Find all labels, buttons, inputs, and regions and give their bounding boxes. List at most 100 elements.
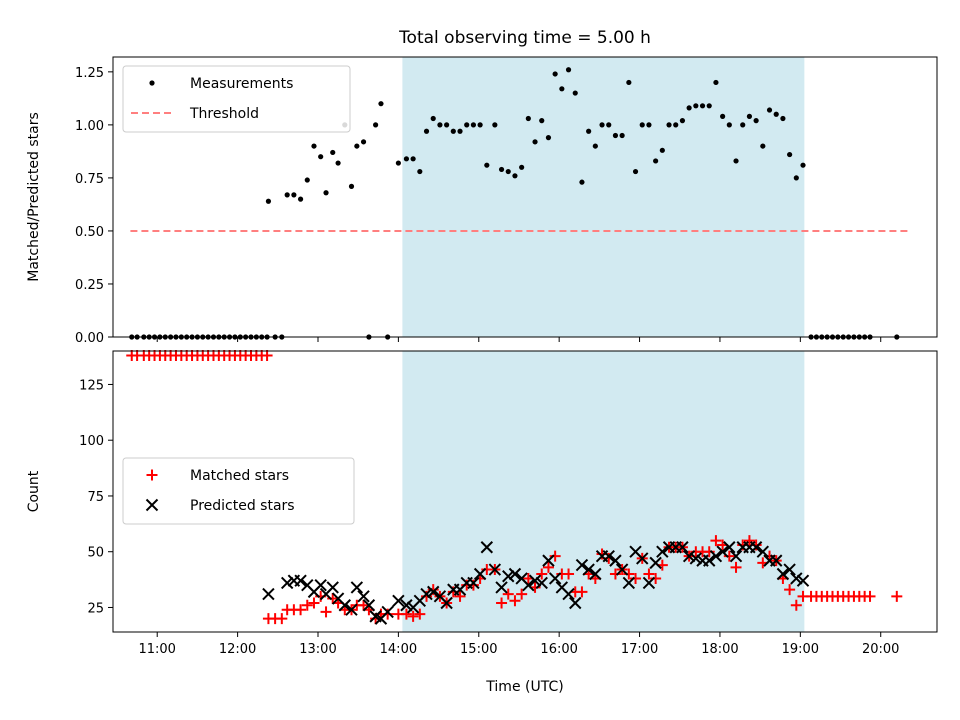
point-dot-series1 <box>354 143 360 149</box>
point-dot-series1 <box>464 122 470 128</box>
point-plus-series1 <box>407 610 419 622</box>
point-dot-series1 <box>646 122 652 128</box>
point-x-series2-glyph <box>729 549 743 563</box>
point-plus-series1-glyph <box>536 568 548 580</box>
point-x-series2-glyph <box>508 567 522 581</box>
point-x-series2 <box>262 587 275 601</box>
point-x-series2 <box>749 541 763 554</box>
observing-window <box>402 351 805 632</box>
point-dot-series1 <box>780 115 786 122</box>
point-dot-series1 <box>348 183 355 189</box>
point-x-series2-glyph <box>689 552 703 565</box>
y-tick-label: 100 <box>79 434 104 449</box>
point-dot-series1 <box>713 79 719 86</box>
point-dot-series1 <box>470 122 477 128</box>
point-x-series2-glyph <box>362 599 376 612</box>
point-dot-series1 <box>632 168 639 175</box>
legend-entry-label: Threshold <box>189 106 259 122</box>
point-x-series2 <box>350 581 364 594</box>
point-x-series2 <box>294 574 307 587</box>
point-dot-series1 <box>423 128 430 134</box>
point-dot-series1 <box>552 71 558 77</box>
point-dot-series1 <box>746 113 753 119</box>
y-tick-label: 1.00 <box>75 119 104 134</box>
point-plus-series1-glyph <box>421 590 433 602</box>
x-tick-label: 17:00 <box>621 642 658 657</box>
point-plus-series1-glyph <box>864 590 876 602</box>
point-x-series2-glyph <box>575 558 589 572</box>
y-tick-label: 125 <box>79 378 104 393</box>
point-x-series2 <box>420 587 433 601</box>
point-x-series2 <box>440 596 453 610</box>
legend-plus-swatch-glyph <box>146 469 158 481</box>
point-plus-series1 <box>382 608 394 620</box>
point-dot-series1 <box>726 122 732 128</box>
point-x-series2-glyph <box>703 554 716 567</box>
point-x-series2-glyph <box>522 578 535 592</box>
point-dot-series1 <box>457 128 463 134</box>
point-dot-series1 <box>297 196 304 202</box>
y-tick-label: 1.25 <box>75 66 104 81</box>
point-dot-series1 <box>559 86 565 92</box>
point-x-series2 <box>502 570 515 583</box>
point-plus-series1-glyph <box>623 568 635 580</box>
point-dot-series1 <box>519 164 525 170</box>
point-x-series2 <box>381 605 394 619</box>
point-x-series2 <box>796 574 810 587</box>
point-x-series2 <box>495 581 508 594</box>
point-plus-series1-glyph <box>261 349 273 361</box>
x-tick-label: 13:00 <box>299 642 336 657</box>
point-dot-series1 <box>477 122 483 128</box>
y-axis-label: Count <box>26 470 42 512</box>
point-x-series2 <box>400 599 413 612</box>
point-plus-series1-glyph <box>427 584 439 596</box>
point-x-series2 <box>589 567 602 581</box>
point-dot-series1 <box>545 135 552 141</box>
point-plus-series1-glyph <box>723 550 735 562</box>
point-plus-series1-glyph <box>502 588 514 600</box>
point-x-series2 <box>582 563 595 576</box>
point-dot-series1 <box>291 192 297 198</box>
point-plus-series1 <box>516 588 528 600</box>
point-plus-series1 <box>710 535 722 547</box>
point-x-series2-glyph <box>392 594 405 607</box>
point-x-series2-glyph <box>400 599 413 612</box>
point-x-series2-glyph <box>350 581 364 594</box>
point-x-series2 <box>522 578 535 592</box>
point-x-series2 <box>729 549 743 563</box>
point-x-series2-glyph <box>756 545 770 558</box>
point-dot-series1 <box>539 118 545 124</box>
point-dot-series1 <box>787 151 793 158</box>
point-plus-series1-glyph <box>743 535 755 547</box>
point-x-series2 <box>535 576 548 590</box>
point-x-series2-glyph <box>473 567 487 581</box>
point-dot-series1 <box>360 139 367 145</box>
point-plus-series1-glyph <box>509 595 521 607</box>
point-plus-series1 <box>891 590 903 602</box>
point-plus-series1 <box>454 590 466 602</box>
point-x-series2 <box>488 563 502 576</box>
point-dot-series1 <box>311 143 317 149</box>
point-dot-series1 <box>666 122 672 128</box>
point-x-series2 <box>314 578 327 592</box>
point-plus-series1 <box>496 597 508 609</box>
point-x-series2 <box>756 545 770 558</box>
point-x-series2-glyph <box>314 578 327 592</box>
point-x-series2-glyph <box>294 574 307 587</box>
point-x-series2 <box>682 549 696 563</box>
point-plus-series1-glyph <box>301 599 313 611</box>
point-dot-series1 <box>586 128 592 134</box>
point-x-series2 <box>280 576 294 590</box>
point-x-series2-glyph <box>535 576 548 590</box>
x-tick-label: 14:00 <box>380 642 417 657</box>
point-x-series2 <box>615 563 629 576</box>
point-dot-series1 <box>430 115 436 122</box>
point-x-series2-glyph <box>467 576 480 590</box>
point-plus-series1 <box>650 572 662 584</box>
point-plus-series1 <box>400 608 412 620</box>
point-dot-series1 <box>335 160 341 166</box>
y-tick-label: 25 <box>87 601 104 616</box>
point-x-series2 <box>562 587 575 601</box>
point-x-series2 <box>636 552 649 565</box>
point-x-series2 <box>467 576 480 590</box>
